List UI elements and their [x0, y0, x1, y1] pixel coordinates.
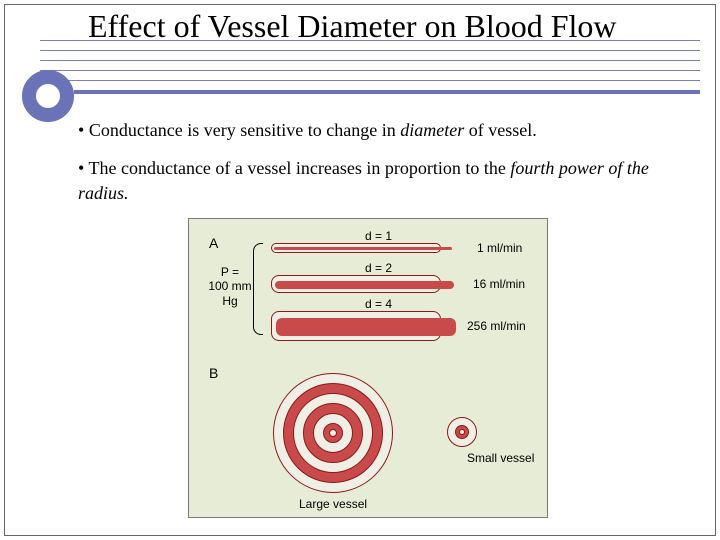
large-vessel-rings [273, 373, 393, 493]
small-vessel-label: Small vessel [467, 451, 534, 465]
vessel-2 [271, 275, 441, 293]
body-text: • Conductance is very sensitive to chang… [78, 118, 692, 219]
vessel-3-d: d = 4 [365, 297, 392, 311]
panel-a-label: A [209, 235, 218, 251]
title-rule-lines [40, 40, 700, 96]
large-vessel-label: Large vessel [299, 497, 367, 511]
bullet-1: • Conductance is very sensitive to chang… [78, 118, 692, 142]
figure-inner: A P = 100 mm Hg d = 1 1 ml/min d = 2 16 … [195, 225, 541, 511]
vessel-1-d: d = 1 [365, 229, 392, 243]
pressure-label: P = 100 mm Hg [205, 265, 255, 308]
figure: A P = 100 mm Hg d = 1 1 ml/min d = 2 16 … [188, 218, 548, 518]
vessel-2-flow: 16 ml/min [473, 277, 525, 291]
title-decoration-circle [22, 70, 74, 122]
small-vessel-rings [447, 417, 477, 447]
bullet-1-post: of vessel. [464, 120, 536, 140]
vessel-1-flow: 1 ml/min [477, 241, 522, 255]
bullet-1-em: diameter [400, 120, 464, 140]
vessel-3-flow: 256 ml/min [467, 319, 526, 333]
bullet-2-pre: The conductance of a vessel increases in… [88, 158, 510, 178]
vessel-2-d: d = 2 [365, 261, 392, 275]
brace-icon [253, 243, 263, 335]
vessel-1 [271, 243, 441, 253]
bullet-2: • The conductance of a vessel increases … [78, 156, 692, 205]
slide-title: Effect of Vessel Diameter on Blood Flow [88, 8, 617, 45]
vessel-3 [271, 311, 441, 341]
title-underline [74, 90, 700, 94]
panel-b-label: B [209, 365, 218, 381]
title-area: Effect of Vessel Diameter on Blood Flow [0, 0, 720, 108]
bullet-1-pre: Conductance is very sensitive to change … [89, 120, 400, 140]
